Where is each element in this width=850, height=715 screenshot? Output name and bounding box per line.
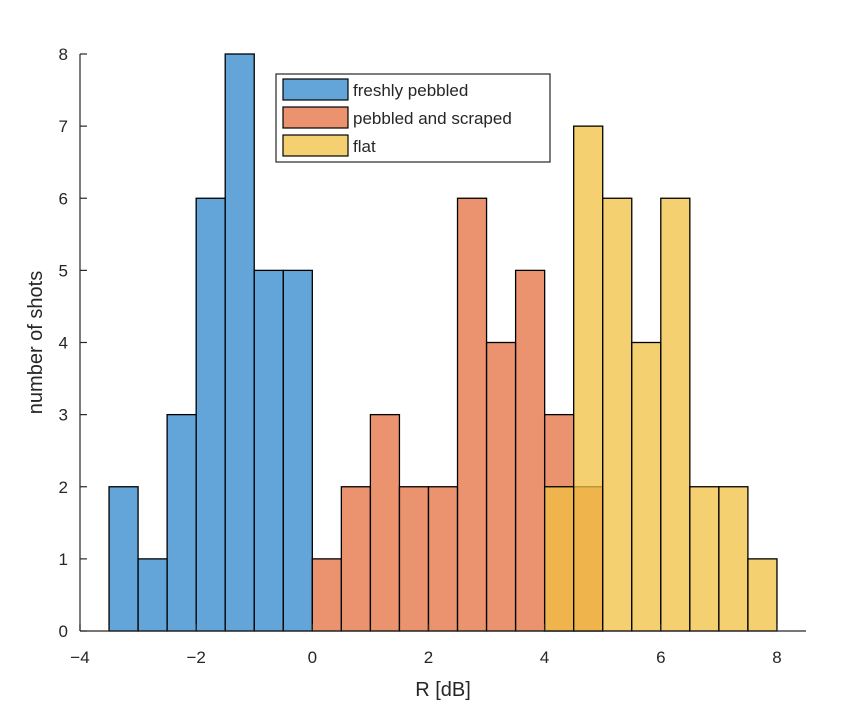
histogram-bar (427, 486, 459, 632)
y-tick-label: 7 (59, 117, 68, 136)
histogram-bar (747, 558, 778, 632)
y-tick-label: 6 (59, 189, 68, 208)
y-tick-label: 8 (59, 45, 68, 64)
y-tick-label: 4 (59, 334, 68, 353)
legend-label: freshly pebbled (353, 81, 468, 100)
x-tick-label: −2 (186, 648, 205, 667)
histogram-bar (166, 413, 197, 632)
histogram-bar (631, 341, 662, 632)
x-tick-label: 0 (308, 648, 317, 667)
legend-swatch (282, 106, 349, 129)
histogram-bar (195, 197, 226, 632)
y-axis-label: number of shots (25, 271, 47, 414)
histogram-bar (340, 486, 372, 632)
histogram-bar (369, 413, 401, 632)
legend-swatch (282, 134, 349, 157)
histogram-bar (282, 269, 313, 632)
histogram-bar (137, 558, 168, 632)
x-tick-label: −4 (70, 648, 89, 667)
histogram-bar (108, 486, 139, 632)
y-tick-label: 2 (59, 478, 68, 497)
legend-label: flat (353, 137, 376, 156)
x-axis-label: R [dB] (415, 679, 471, 701)
legend-swatch (282, 78, 349, 101)
histogram-bar (398, 486, 430, 632)
y-tick-label: 1 (59, 550, 68, 569)
x-tick-label: 4 (540, 648, 549, 667)
histogram-bar (253, 269, 284, 632)
histogram-bar (689, 486, 720, 632)
histogram-bar (514, 269, 546, 632)
y-tick-label: 5 (59, 261, 68, 280)
histogram-bar (660, 197, 691, 632)
histogram-bar (485, 341, 517, 632)
histogram-bar (602, 197, 633, 632)
histogram-bar (456, 197, 488, 632)
y-tick-label: 3 (59, 406, 68, 425)
x-tick-label: 6 (656, 648, 665, 667)
legend-label: pebbled and scraped (353, 109, 512, 128)
histogram-bar (573, 125, 604, 632)
x-tick-label: 2 (424, 648, 433, 667)
histogram-bar (543, 486, 575, 632)
histogram-bar (224, 53, 255, 632)
x-tick-label: 8 (772, 648, 781, 667)
histogram-bar (311, 558, 343, 632)
y-tick-label: 0 (59, 622, 68, 641)
histogram-bar (718, 486, 749, 632)
